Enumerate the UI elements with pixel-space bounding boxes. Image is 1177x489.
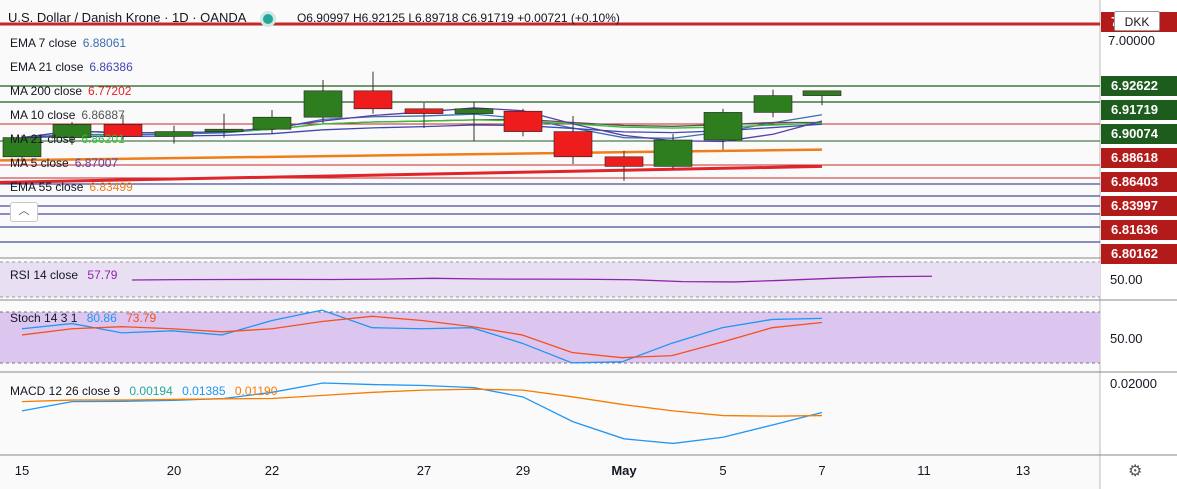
- legend-label: EMA 55 close: [10, 180, 84, 194]
- candle-up: [2, 137, 42, 158]
- time-axis-label: 7: [818, 463, 826, 478]
- legend-item[interactable]: MA 5 close 6.87007: [10, 156, 118, 170]
- plot-background: [0, 0, 1100, 489]
- time-axis-label: 22: [264, 463, 280, 478]
- rsi-legend: RSI 14 close 57.79: [10, 268, 117, 282]
- time-axis-label: 27: [416, 463, 432, 478]
- legend-label: EMA 7 close: [10, 36, 77, 50]
- candle-down: [604, 156, 644, 167]
- candle-up: [52, 124, 92, 138]
- rsi-line: [131, 275, 933, 283]
- time-axis-label: May: [611, 463, 637, 478]
- macd-hist-value: 0.00194: [129, 384, 173, 398]
- legend-value: 6.86386: [89, 60, 133, 74]
- legend-item[interactable]: EMA 7 close 6.88061: [10, 36, 126, 50]
- time-axis-label: 13: [1015, 463, 1031, 478]
- price-tag: 6.91719: [1101, 100, 1177, 120]
- candle-down: [503, 110, 543, 132]
- rsi-value: 57.79: [87, 268, 118, 282]
- ma200-line: [0, 164, 823, 184]
- macd-signal-value: 0.01190: [234, 384, 278, 398]
- stoch-k-line: [21, 309, 823, 364]
- candle-down: [404, 108, 444, 114]
- candle-up: [703, 112, 743, 141]
- collapse-legend-button[interactable]: ︿: [10, 202, 38, 222]
- legend-value: 6.86201: [81, 132, 125, 146]
- price-tag: 6.80162: [1101, 244, 1177, 264]
- stoch-k-value: 80.86: [86, 311, 117, 325]
- time-axis-label: 15: [14, 463, 30, 478]
- ohlc-readout: O6.90997 H6.92125 L6.89718 C6.91719 +0.0…: [296, 11, 620, 25]
- legend-label: MA 10 close: [10, 108, 76, 122]
- candle-up: [653, 139, 693, 167]
- stoch-band: [0, 312, 1100, 363]
- legend-value: 6.88061: [82, 36, 127, 50]
- macd-axis-label: 0.02000: [1110, 376, 1157, 391]
- legend-item[interactable]: MA 21 close 6.86201: [10, 132, 125, 146]
- price-tick-label: 7.00000: [1108, 33, 1155, 48]
- macd-line: [21, 382, 823, 445]
- legend-value: 6.83499: [89, 180, 133, 194]
- legend-item[interactable]: EMA 21 close 6.86386: [10, 60, 133, 74]
- stoch-d-value: 73.79: [126, 311, 157, 325]
- macd-label: MACD 12 26 close 9: [10, 384, 121, 398]
- rsi-axis-label: 50.00: [1110, 272, 1143, 287]
- candle-down: [103, 124, 143, 137]
- symbol-title[interactable]: U.S. Dollar / Danish Krone · 1D · OANDA: [8, 10, 246, 25]
- rsi-label: RSI 14 close: [10, 268, 79, 282]
- candle-up: [252, 116, 292, 130]
- legend-item[interactable]: EMA 55 close 6.83499: [10, 180, 133, 194]
- legend-item[interactable]: MA 200 close 6.77202: [10, 84, 131, 98]
- price-tag: 6.83997: [1101, 196, 1177, 216]
- stoch-axis-label: 50.00: [1110, 331, 1143, 346]
- candle-up: [753, 95, 793, 113]
- price-tag: 6.81636: [1101, 220, 1177, 240]
- time-axis-label: 29: [515, 463, 531, 478]
- market-status-icon: [263, 13, 274, 24]
- candle-up: [303, 90, 343, 118]
- currency-tag[interactable]: DKK: [1114, 11, 1160, 31]
- legend-label: MA 5 close: [10, 156, 69, 170]
- time-axis-label: 5: [719, 463, 727, 478]
- stoch-legend: Stoch 14 3 1 80.86 73.79: [10, 311, 156, 325]
- legend-label: EMA 21 close: [10, 60, 84, 74]
- legend-label: MA 21 close: [10, 132, 76, 146]
- candle-up: [454, 108, 494, 114]
- candle-up: [802, 90, 842, 96]
- stoch-label: Stoch 14 3 1: [10, 311, 78, 325]
- candle-down: [353, 90, 393, 110]
- stoch-d-line: [21, 315, 823, 359]
- chart-header: U.S. Dollar / Danish Krone · 1D · OANDA …: [8, 10, 620, 25]
- price-tag: 6.90074: [1101, 124, 1177, 144]
- legend-item[interactable]: MA 10 close 6.86887: [10, 108, 125, 122]
- macd-signal-line: [21, 388, 823, 417]
- legend-value: 6.77202: [88, 84, 132, 98]
- macd-legend: MACD 12 26 close 9 0.00194 0.01385 0.011…: [10, 384, 277, 398]
- price-tag: 6.86403: [1101, 172, 1177, 192]
- price-tag: 6.92622: [1101, 76, 1177, 96]
- candle-down: [553, 131, 593, 158]
- macd-value: 0.01385: [182, 384, 226, 398]
- candle-up: [204, 128, 244, 132]
- candle-up: [154, 131, 194, 137]
- legend-value: 6.87007: [74, 156, 119, 170]
- price-tag: 6.88618: [1101, 148, 1177, 168]
- time-axis-label: 11: [917, 463, 931, 478]
- gear-icon[interactable]: ⚙: [1128, 463, 1143, 480]
- legend-value: 6.86887: [81, 108, 125, 122]
- legend-label: MA 200 close: [10, 84, 83, 98]
- time-axis-label: 20: [166, 463, 182, 478]
